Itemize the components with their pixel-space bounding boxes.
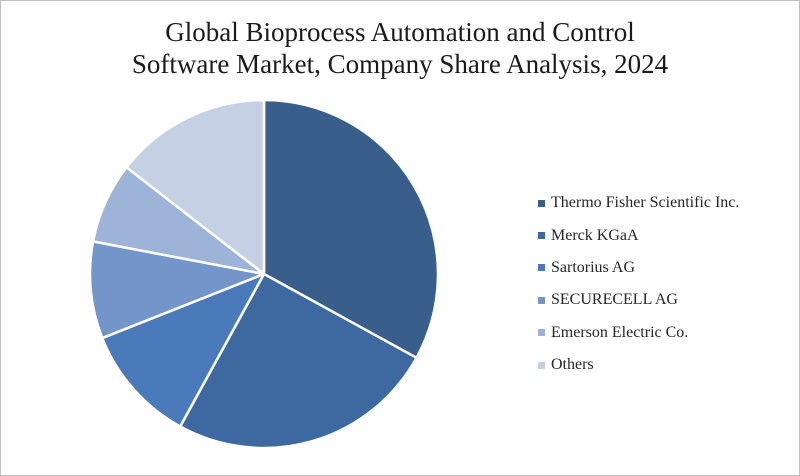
legend-swatch — [538, 296, 545, 304]
pie-slice-others — [125, 98, 266, 276]
legend-item-thermo-fisher-scientific-inc: Thermo Fisher Scientific Inc. — [538, 187, 739, 219]
legend-item-securecell-ag: SECURECELL AG — [538, 284, 739, 316]
legend-swatch — [538, 264, 545, 272]
legend-swatch — [538, 232, 545, 240]
pie-slice-sartorius-ag — [100, 272, 266, 428]
chart-legend: Thermo Fisher Scientific Inc. Merck KGaA S… — [538, 187, 739, 381]
legend-swatch — [538, 329, 545, 337]
pie-slice-thermo-fisher-scientific-inc — [262, 98, 440, 360]
legend-label: Merck KGaA — [551, 226, 639, 244]
legend-swatch — [538, 199, 545, 207]
legend-item-merck-kgaa: Merck KGaA — [538, 219, 739, 251]
legend-item-others: Others — [538, 349, 739, 381]
legend-item-sartorius-ag: Sartorius AG — [538, 252, 739, 284]
pie-slice-merck-kgaa — [178, 272, 418, 450]
chart-title-line-1: Global Bioprocess Automation and Control — [165, 17, 635, 47]
pie-slice-securecell-ag — [88, 240, 266, 340]
chart-title-line-2: Software Market, Company Share Analysis,… — [131, 49, 669, 79]
legend-label: SECURECELL AG — [551, 291, 678, 309]
legend-label: Sartorius AG — [551, 258, 635, 276]
legend-label: Thermo Fisher Scientific Inc. — [551, 194, 740, 212]
legend-label: Others — [551, 356, 594, 374]
legend-label: Emerson Electric Co. — [551, 323, 689, 341]
legend-swatch — [538, 361, 545, 369]
legend-item-emerson-electric-co: Emerson Electric Co. — [538, 317, 739, 349]
chart-title: Global Bioprocess Automation and Control… — [0, 16, 800, 80]
